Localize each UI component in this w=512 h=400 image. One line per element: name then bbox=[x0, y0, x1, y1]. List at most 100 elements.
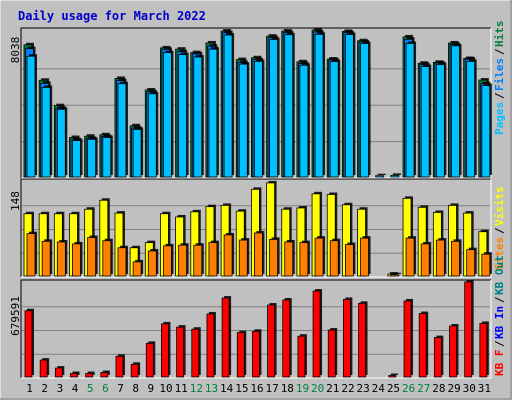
bar-kbf-day-11 bbox=[176, 326, 185, 378]
bar-kbf-day-8 bbox=[130, 363, 139, 378]
bar-sites-day-19 bbox=[299, 242, 309, 277]
day-label-10: 10 bbox=[159, 382, 172, 395]
bar-pages-day-12 bbox=[193, 56, 203, 178]
day-label-5: 5 bbox=[87, 382, 94, 395]
bar-pages-day-26 bbox=[405, 43, 415, 178]
bar-kbf-day-5 bbox=[85, 373, 94, 378]
day-label-2: 2 bbox=[41, 382, 48, 395]
bar-pages-day-24 bbox=[375, 175, 385, 178]
day-label-12: 12 bbox=[190, 382, 203, 395]
bar-pages-day-17 bbox=[269, 39, 278, 178]
bar-sites-day-22 bbox=[344, 244, 354, 277]
bar-sites-day-8 bbox=[132, 261, 142, 277]
day-label-23: 23 bbox=[357, 382, 370, 395]
bar-kbf-day-29 bbox=[449, 325, 457, 378]
bar-kbf-day-12 bbox=[191, 328, 200, 378]
bar-sites-day-21 bbox=[329, 240, 339, 277]
panel-0-border-light bbox=[21, 28, 492, 179]
panel-1-max-label: 148 bbox=[9, 191, 22, 211]
bar-pages-day-23 bbox=[360, 43, 369, 178]
bar-sites-day-18 bbox=[284, 241, 294, 277]
day-label-22: 22 bbox=[341, 382, 354, 395]
day-label-28: 28 bbox=[432, 382, 445, 395]
bar-pages-day-5 bbox=[87, 138, 97, 178]
bar-sites-day-23 bbox=[360, 237, 369, 277]
bar-kbf-day-19 bbox=[297, 335, 306, 378]
bar-pages-day-30 bbox=[466, 61, 476, 178]
bar-sites-day-20 bbox=[314, 237, 324, 277]
panel-1-border-light bbox=[21, 179, 492, 278]
day-label-31: 31 bbox=[478, 382, 491, 395]
bar-sites-day-16 bbox=[254, 232, 263, 277]
bar-sites-day-31 bbox=[481, 253, 491, 277]
bar-sites-day-13 bbox=[208, 242, 218, 277]
day-label-17: 17 bbox=[266, 382, 279, 395]
day-label-3: 3 bbox=[57, 382, 64, 395]
bar-kbf-day-26 bbox=[403, 300, 412, 378]
legend-hits-2: Files bbox=[493, 58, 506, 91]
panel-2-max-label: 679591 bbox=[9, 296, 22, 336]
bar-sites-day-3 bbox=[56, 241, 66, 277]
bar-pages-day-21 bbox=[329, 61, 339, 178]
bar-pages-day-8 bbox=[132, 129, 142, 178]
day-label-18: 18 bbox=[281, 382, 294, 395]
day-label-4: 4 bbox=[72, 382, 79, 395]
day-label-27: 27 bbox=[417, 382, 430, 395]
day-label-30: 30 bbox=[463, 382, 476, 395]
bar-pages-day-9 bbox=[147, 93, 157, 178]
panel-0-max-label: 8038 bbox=[9, 37, 22, 64]
bar-kbf-day-14 bbox=[221, 297, 230, 378]
bar-pages-day-14 bbox=[223, 34, 233, 178]
bar-sites-day-14 bbox=[223, 234, 233, 277]
bar-kbf-day-21 bbox=[327, 329, 336, 378]
bar-pages-day-18 bbox=[284, 34, 294, 178]
bar-kbf-day-22 bbox=[342, 299, 351, 378]
bar-sites-day-9 bbox=[147, 250, 157, 277]
bar-kbf-day-15 bbox=[236, 332, 245, 378]
legend-kbytes-4: KB Out bbox=[493, 255, 506, 295]
legend-hits-4: Hits bbox=[493, 21, 506, 48]
day-label-1: 1 bbox=[26, 382, 33, 395]
day-label-25: 25 bbox=[387, 382, 400, 395]
panel-2-border-dark bbox=[20, 279, 491, 378]
legend-kbytes-0: KB F bbox=[493, 350, 506, 377]
bar-kbf-day-4 bbox=[70, 373, 78, 378]
day-label-26: 26 bbox=[402, 382, 415, 395]
bar-pages-day-4 bbox=[72, 140, 81, 178]
legend-kbytes-2: KB In bbox=[493, 306, 506, 339]
legend-kbytes-1: / bbox=[493, 340, 506, 347]
day-label-24: 24 bbox=[372, 382, 386, 395]
legend-visits-0: Sites bbox=[493, 237, 506, 270]
bar-sites-day-26 bbox=[405, 237, 415, 277]
bar-sites-day-30 bbox=[466, 249, 476, 277]
bar-kbf-day-2 bbox=[39, 359, 48, 378]
bar-pages-day-28 bbox=[435, 64, 445, 178]
bar-kbf-day-6 bbox=[100, 372, 109, 378]
bar-pages-day-2 bbox=[41, 86, 51, 178]
day-label-7: 7 bbox=[117, 382, 124, 395]
bar-kbf-day-28 bbox=[433, 337, 442, 378]
bar-pages-day-7 bbox=[117, 83, 127, 178]
bar-sites-day-7 bbox=[117, 247, 127, 277]
bar-kbf-day-16 bbox=[252, 330, 260, 378]
day-label-6: 6 bbox=[102, 382, 109, 395]
bar-kbf-day-25-shadow bbox=[390, 373, 398, 375]
bar-sites-day-12 bbox=[193, 244, 203, 277]
bar-kbf-day-10 bbox=[161, 323, 169, 378]
bar-sites-day-27 bbox=[420, 243, 430, 277]
bar-kbf-day-23 bbox=[358, 302, 366, 378]
bar-kbf-day-7 bbox=[115, 355, 124, 378]
bar-sites-day-15 bbox=[238, 239, 248, 277]
bar-sites-day-10 bbox=[163, 245, 172, 277]
bar-pages-day-24-shadow bbox=[377, 173, 386, 175]
bar-pages-day-6 bbox=[102, 137, 112, 178]
bar-pages-day-31 bbox=[481, 85, 491, 178]
bar-kbf-day-30 bbox=[464, 281, 473, 378]
bar-kbf-day-18 bbox=[282, 299, 291, 378]
day-label-13: 13 bbox=[205, 382, 218, 395]
bar-pages-day-22 bbox=[344, 34, 354, 178]
day-label-15: 15 bbox=[235, 382, 248, 395]
